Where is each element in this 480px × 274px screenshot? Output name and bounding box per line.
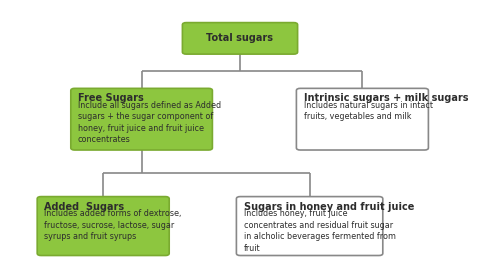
FancyBboxPatch shape xyxy=(182,23,298,54)
FancyBboxPatch shape xyxy=(296,88,428,150)
FancyBboxPatch shape xyxy=(237,197,383,255)
Text: Includes honey, fruit juice
concentrates and residual fruit sugar
in alcholic be: Includes honey, fruit juice concentrates… xyxy=(244,209,396,253)
Text: Include all sugars defined as Added
sugars + the sugar component of
honey, fruit: Include all sugars defined as Added suga… xyxy=(78,101,221,144)
Text: Intrinsic sugars + milk sugars: Intrinsic sugars + milk sugars xyxy=(303,93,468,103)
Text: Includes natural sugars in intact
fruits, vegetables and milk: Includes natural sugars in intact fruits… xyxy=(303,101,432,121)
Text: Includes added forms of dextrose,
fructose, sucrose, lactose, sugar
syrups and f: Includes added forms of dextrose, fructo… xyxy=(44,209,182,241)
Text: Free Sugars: Free Sugars xyxy=(78,93,144,103)
Text: Sugars in honey and fruit juice: Sugars in honey and fruit juice xyxy=(244,202,414,212)
FancyBboxPatch shape xyxy=(37,197,169,255)
FancyBboxPatch shape xyxy=(71,88,212,150)
Text: Total sugars: Total sugars xyxy=(206,33,274,43)
Text: Added  Sugars: Added Sugars xyxy=(44,202,124,212)
